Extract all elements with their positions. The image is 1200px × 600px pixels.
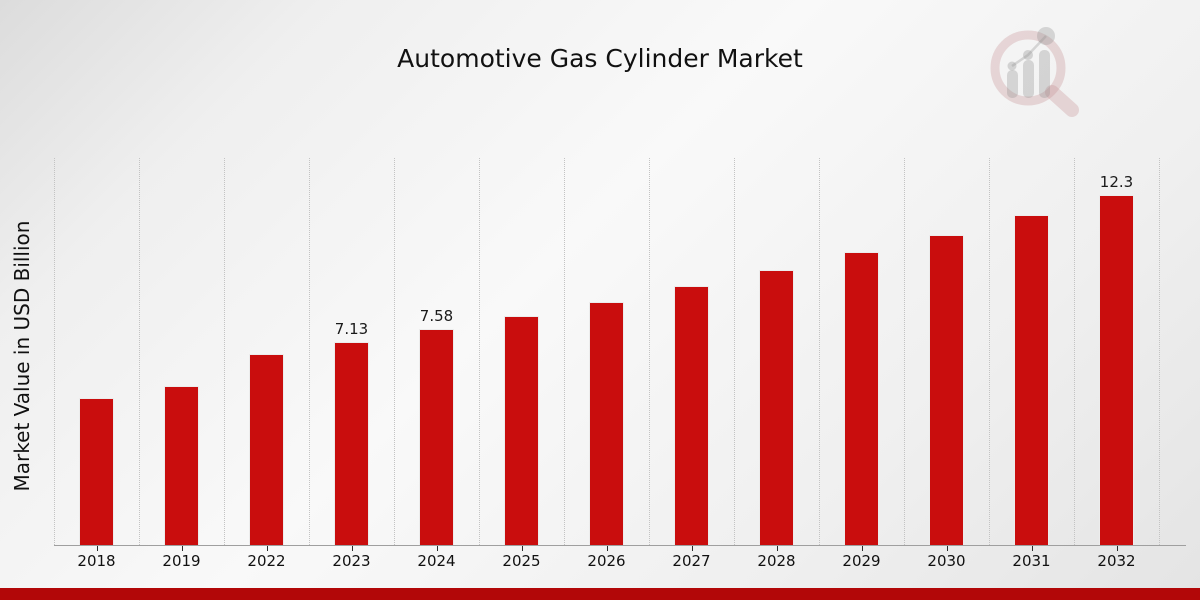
x-axis-tick xyxy=(691,546,693,551)
y-axis-title: Market Value in USD Billion xyxy=(10,220,34,492)
gridline xyxy=(309,158,310,545)
bar-2030 xyxy=(929,234,964,545)
x-tick-label-2030: 2030 xyxy=(927,552,966,570)
x-axis-line xyxy=(54,545,1186,546)
gridline xyxy=(139,158,140,545)
gridline xyxy=(734,158,735,545)
x-axis-tick xyxy=(606,546,608,551)
bar-value-label: 7.13 xyxy=(334,320,369,339)
x-tick-label-2031: 2031 xyxy=(1012,552,1051,570)
x-tick-label-2029: 2029 xyxy=(842,552,881,570)
gridline xyxy=(649,158,650,545)
plot-area: 7.13 7.58 12.3 xyxy=(54,158,1160,545)
x-axis-tick xyxy=(776,546,778,551)
bar-value-label: 7.58 xyxy=(419,307,454,326)
x-axis-tick xyxy=(351,546,353,551)
x-axis-tick xyxy=(181,546,183,551)
x-tick-label-2019: 2019 xyxy=(162,552,201,570)
x-tick-label-2025: 2025 xyxy=(502,552,541,570)
x-tick-label-2022: 2022 xyxy=(247,552,286,570)
bar-2018 xyxy=(79,398,114,545)
bar-2019 xyxy=(164,386,199,545)
x-axis-tick xyxy=(521,546,523,551)
bar-2025 xyxy=(504,316,539,545)
bar-value-label: 12.3 xyxy=(1099,173,1134,191)
bar-2028 xyxy=(759,270,794,545)
x-axis-tick xyxy=(861,546,863,551)
bar-2024 xyxy=(419,329,454,545)
magnifier-bar-chart-logo-icon xyxy=(990,27,1079,117)
bar-2027 xyxy=(674,286,709,545)
gridline xyxy=(819,158,820,545)
gridline xyxy=(989,158,990,545)
bar-2031 xyxy=(1014,214,1049,545)
x-axis-tick xyxy=(1031,546,1033,551)
x-tick-label-2024: 2024 xyxy=(417,552,456,570)
bar-2032 xyxy=(1099,195,1134,545)
x-axis-tick xyxy=(436,546,438,551)
x-axis-tick xyxy=(266,546,268,551)
gridline xyxy=(1074,158,1075,545)
gridline xyxy=(54,158,55,545)
bar-2029 xyxy=(844,252,879,545)
gridline xyxy=(224,158,225,545)
x-tick-label-2032: 2032 xyxy=(1097,552,1136,570)
gridline xyxy=(394,158,395,545)
x-tick-label-2027: 2027 xyxy=(672,552,711,570)
x-axis-tick xyxy=(1116,546,1118,551)
gridline xyxy=(904,158,905,545)
gridline xyxy=(1159,158,1160,545)
x-tick-label-2026: 2026 xyxy=(587,552,626,570)
bar-2022 xyxy=(249,354,284,545)
x-axis-tick xyxy=(96,546,98,551)
gridline xyxy=(564,158,565,545)
gridline xyxy=(479,158,480,545)
bottom-red-banner xyxy=(0,588,1200,600)
x-tick-label-2023: 2023 xyxy=(332,552,371,570)
bar-2023 xyxy=(334,342,369,545)
chart-title: Automotive Gas Cylinder Market xyxy=(397,44,803,73)
x-axis-tick xyxy=(946,546,948,551)
bar-2026 xyxy=(589,301,624,545)
x-tick-label-2018: 2018 xyxy=(77,552,116,570)
x-tick-label-2028: 2028 xyxy=(757,552,796,570)
